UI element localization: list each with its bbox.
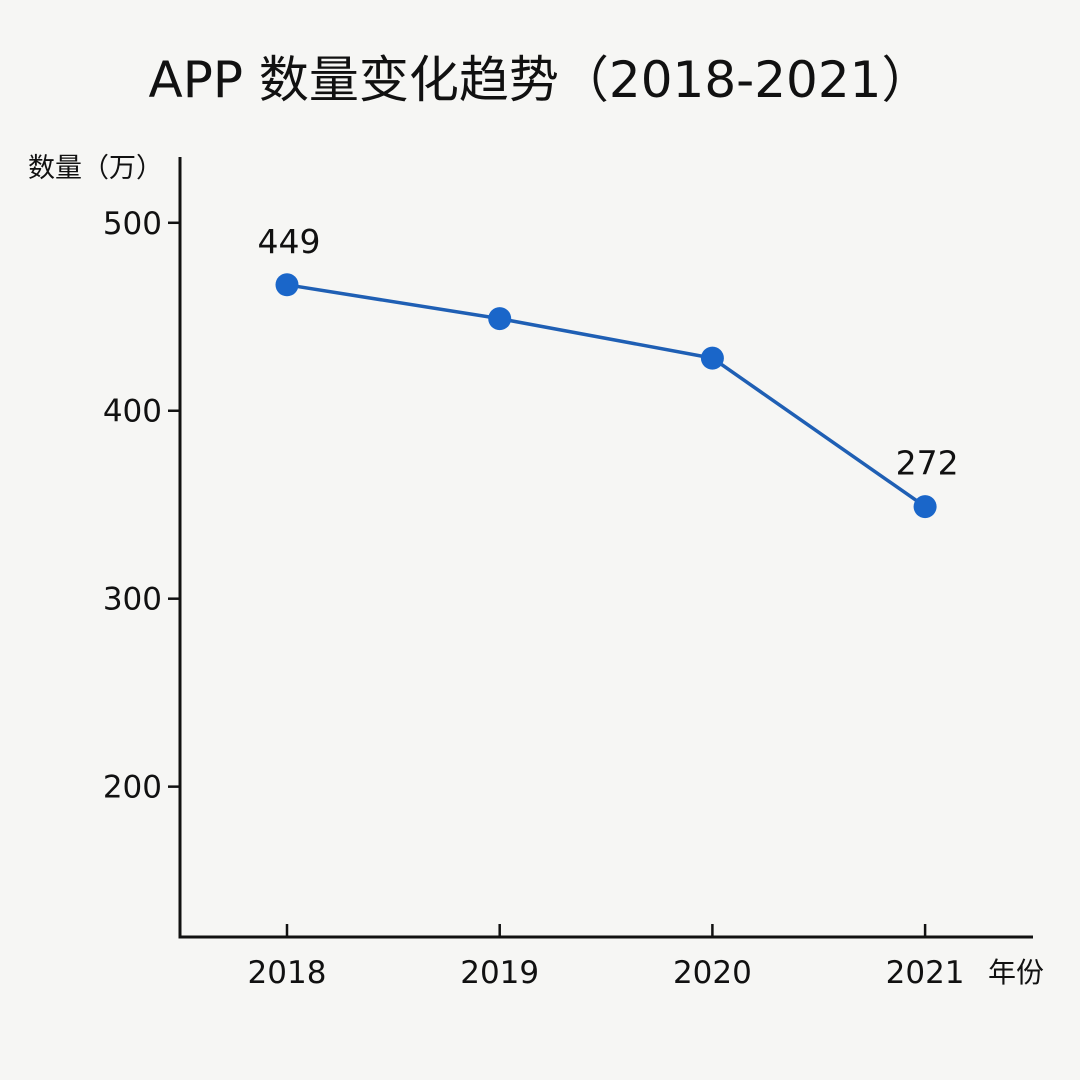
- y-tick-label: 300: [103, 582, 162, 618]
- x-tick-label: 2019: [460, 955, 539, 991]
- x-tick-label: 2020: [673, 955, 752, 991]
- x-tick-label: 2021: [886, 955, 965, 991]
- x-axis-ticks: 2018 2019 2020 2021: [248, 924, 965, 991]
- x-axis-label: 年份: [988, 956, 1044, 989]
- x-tick-label: 2018: [248, 955, 327, 991]
- data-point: [275, 273, 299, 297]
- data-point: [700, 346, 724, 370]
- y-tick-label: 500: [103, 206, 162, 242]
- chart-title: APP 数量变化趋势（2018-2021）: [149, 51, 932, 109]
- data-labels: 449 272: [258, 222, 959, 483]
- data-point: [488, 307, 512, 331]
- series-group: [275, 273, 937, 519]
- data-point: [913, 495, 937, 519]
- series-line: [285, 283, 927, 509]
- y-tick-label: 200: [103, 770, 162, 806]
- y-tick-label: 400: [103, 394, 162, 430]
- y-axis-label: 数量（万）: [28, 153, 163, 184]
- y-axis-ticks: 200 300 400 500: [103, 206, 180, 806]
- data-label: 272: [896, 444, 959, 483]
- data-label: 449: [258, 222, 321, 261]
